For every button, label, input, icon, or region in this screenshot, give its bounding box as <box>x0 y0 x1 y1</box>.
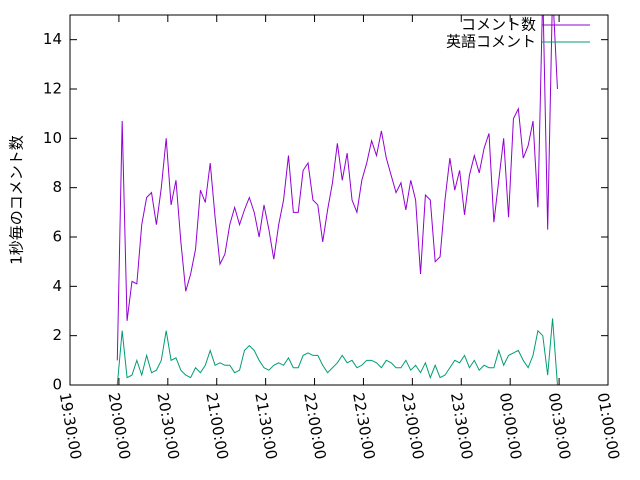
x-tick-label: 20:30:00 <box>153 391 182 460</box>
y-tick-label: 10 <box>43 129 62 147</box>
legend-label: コメント数 <box>461 16 536 34</box>
y-tick-label: 0 <box>52 376 62 394</box>
x-tick-label: 00:00:00 <box>496 391 525 460</box>
x-tick-label: 21:00:00 <box>202 391 231 460</box>
y-tick-label: 14 <box>43 30 62 48</box>
x-tick-label: 23:30:00 <box>447 391 476 460</box>
x-tick-label: 22:30:00 <box>349 391 378 460</box>
y-tick-label: 12 <box>43 80 62 98</box>
x-tick-label: 23:00:00 <box>398 391 427 460</box>
x-tick-label: 22:00:00 <box>300 391 329 460</box>
plot-area <box>116 15 558 385</box>
y-tick-label: 6 <box>52 228 62 246</box>
plot-frame <box>69 14 609 386</box>
y-tick-label: 8 <box>52 178 62 196</box>
y-tick-label: 4 <box>52 277 62 295</box>
data-line <box>116 15 558 361</box>
x-tick-label: 00:30:00 <box>545 391 574 460</box>
y-axis-label: 1秒毎のコメント数 <box>8 135 26 265</box>
x-tick-label: 01:00:00 <box>594 391 623 460</box>
x-tick-label: 19:30:00 <box>56 391 85 460</box>
y-tick-label: 2 <box>52 326 62 344</box>
data-line <box>116 318 558 385</box>
x-tick-label: 21:30:00 <box>251 391 280 460</box>
x-tick-label: 20:00:00 <box>105 391 134 460</box>
legend-label: 英語コメント <box>446 33 536 51</box>
